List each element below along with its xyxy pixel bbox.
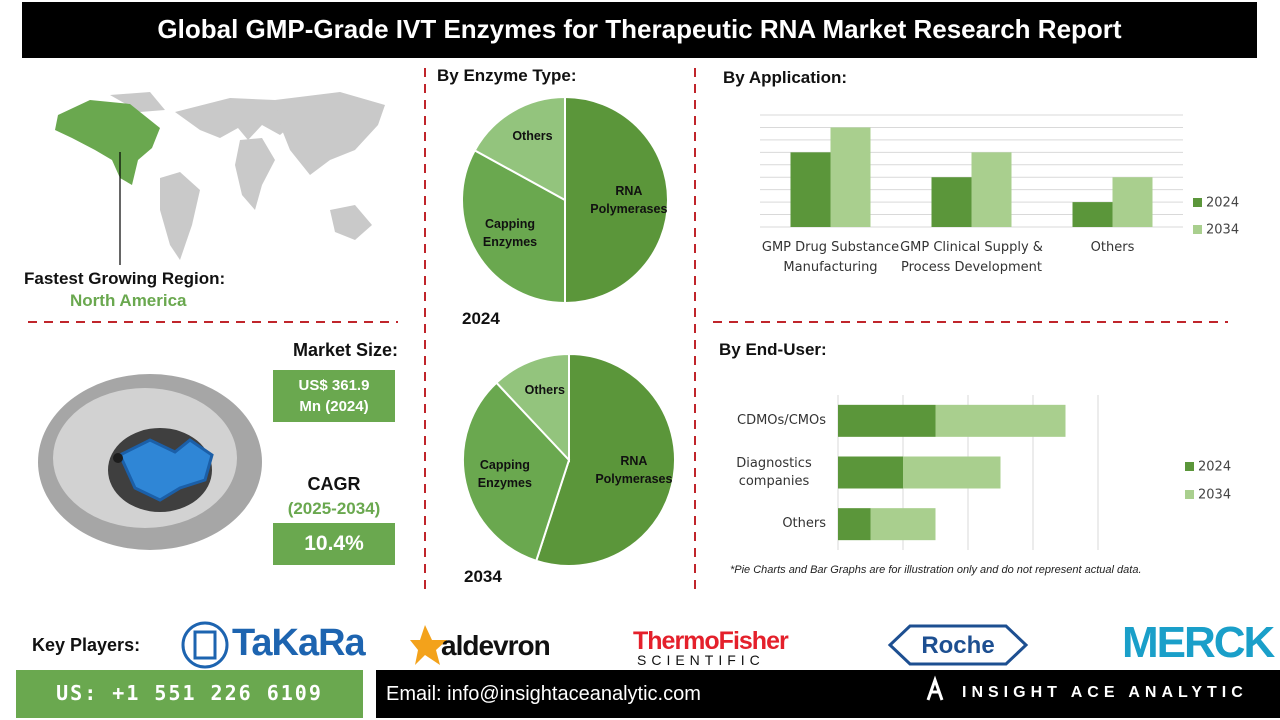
bar (1112, 177, 1153, 227)
market-size: US$ 361.9 Mn (2024) (298, 377, 370, 415)
bar (838, 456, 903, 489)
bar (790, 152, 831, 227)
market-size-label: Market Size: (292, 340, 398, 360)
world-map (110, 92, 385, 260)
bar (838, 404, 936, 437)
bar (931, 177, 972, 227)
pie-label: Others (512, 129, 553, 144)
brand: INSIGHT ACE ANALYTIC (962, 684, 1248, 701)
y-tick-label: Diagnostics companies (736, 455, 812, 489)
takara-logo (181, 621, 229, 669)
pie-label: RNA Polymerases (590, 184, 668, 216)
market-size-box (273, 370, 395, 422)
phone: US: +1 551 226 6109 (56, 681, 323, 705)
key-players-label: Key Players: (32, 635, 141, 655)
region-value: North America (70, 291, 187, 310)
legend-swatch (1193, 198, 1202, 207)
phone-box (16, 670, 363, 718)
company-logo-sub: SCIENTIFIC (637, 652, 765, 668)
y-tick-label: Others (782, 516, 826, 532)
company-logo: aldevron (441, 630, 551, 661)
legend-label: 2024 (1206, 196, 1239, 211)
aldevron-logo (410, 625, 447, 665)
cagr-value: 10.4% (304, 532, 364, 555)
bar (903, 456, 1001, 489)
region-label: Fastest Growing Region: (24, 269, 226, 288)
y-tick-label: CDMOs/CMOs (737, 412, 826, 428)
legend-label: 2024 (1198, 460, 1231, 475)
roche-logo (887, 624, 1029, 666)
pie-label: Others (524, 382, 565, 397)
x-tick-label: GMP Drug Substance Manufacturing (761, 240, 900, 275)
pie-year: 2024 (462, 309, 500, 328)
cagr-box (273, 523, 395, 565)
bar (1072, 202, 1113, 227)
legend-label: 2034 (1206, 223, 1239, 238)
chart-title: By Application: (723, 68, 848, 87)
pie-slice (534, 352, 676, 567)
legend-swatch (1185, 490, 1194, 499)
north-america (55, 100, 160, 185)
bar (870, 508, 936, 541)
bar (935, 404, 1066, 437)
x-tick-label: GMP Clinical Supply & Process Developmen… (900, 240, 1043, 275)
brand-mark (926, 675, 944, 701)
molecule (38, 374, 262, 550)
page-title: Global GMP-Grade IVT Enzymes for Therape… (157, 14, 1122, 44)
pie-label: Capping Enzymes (482, 216, 538, 249)
footnote: *Pie Charts and Bar Graphs are for illus… (730, 564, 1142, 576)
company-logo: Roche (921, 632, 995, 659)
legend-swatch (1193, 225, 1202, 234)
pie-slice (564, 95, 669, 305)
bar (838, 508, 871, 541)
x-tick-label: Others (1090, 240, 1135, 255)
pie-label: RNA Polymerases (595, 454, 673, 487)
cagr-label: CAGR (307, 474, 361, 494)
email: Email: info@insightaceanalytic.com (386, 683, 701, 705)
bar (971, 152, 1012, 227)
email-box (376, 670, 1280, 718)
pie-slice (462, 381, 571, 563)
pie-label: Capping Enzymes (477, 458, 532, 491)
legend-swatch (1185, 462, 1194, 471)
pie-slice (495, 352, 570, 463)
cagr-period: (2025-2034) (287, 499, 381, 518)
pie-slice (461, 149, 566, 305)
bar (830, 127, 871, 227)
company-logo: TaKaRa (232, 622, 366, 664)
company-logo: MERCK (1122, 618, 1275, 667)
dividers (28, 68, 1228, 592)
title-bar (22, 2, 1257, 58)
pie-year: 2034 (464, 567, 502, 586)
chart-title: By Enzyme Type: (437, 66, 577, 85)
chart-title: By End-User: (719, 340, 827, 359)
pie-slice (473, 95, 566, 202)
company-logo: ThermoFisher (633, 627, 789, 655)
legend-label: 2034 (1198, 488, 1231, 503)
